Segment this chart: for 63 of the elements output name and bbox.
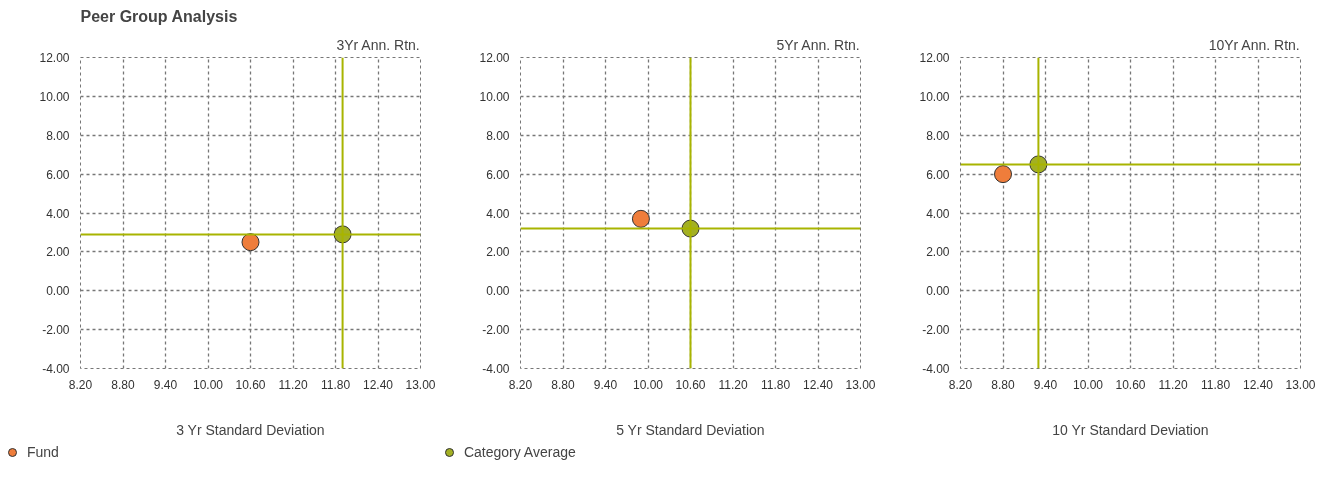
y-tick-label: 12.00 <box>919 51 950 65</box>
y-axis-title: 10Yr Ann. Rtn. <box>1208 36 1300 53</box>
x-tick-label: 11.80 <box>320 377 351 392</box>
x-axis-title: 5 Yr Standard Deviation <box>616 421 765 438</box>
x-tick-label: 10.00 <box>192 377 224 392</box>
legend-label: Category Average <box>463 444 576 460</box>
y-tick-label: 2.00 <box>46 245 70 260</box>
y-tick-label: 6.00 <box>486 167 510 182</box>
y-tick-label: 0.00 <box>926 284 950 299</box>
y-tick-label: 10.00 <box>479 89 510 104</box>
y-tick-label: -2.00 <box>922 323 950 338</box>
x-tick-label: 10.00 <box>1072 377 1104 392</box>
y-tick-label: 8.00 <box>486 128 510 143</box>
y-tick-label: 12.00 <box>39 51 70 65</box>
y-tick-label: 10.00 <box>919 89 950 104</box>
x-tick-label: 10.60 <box>1115 377 1146 392</box>
y-tick-label: -4.00 <box>482 362 510 376</box>
x-tick-label: 10.00 <box>632 377 664 392</box>
x-tick-label: 10.60 <box>675 377 706 392</box>
y-tick-label: 2.00 <box>926 245 950 260</box>
chart-title: Peer Group Analysis <box>80 7 238 25</box>
x-axis-title: 10 Yr Standard Deviation <box>1052 421 1209 438</box>
y-tick-label: -2.00 <box>42 323 70 338</box>
y-axis-title: 3Yr Ann. Rtn. <box>336 36 420 53</box>
y-tick-label: 4.00 <box>926 206 950 221</box>
y-tick-label: 10.00 <box>39 89 70 104</box>
x-tick-label: 13.00 <box>405 377 436 392</box>
x-tick-label: 12.40 <box>802 377 834 392</box>
y-tick-label: -4.00 <box>42 362 70 376</box>
y-tick-label: 8.00 <box>926 128 950 143</box>
x-tick-label: 8.80 <box>111 377 135 392</box>
x-tick-label: 10.60 <box>235 377 266 392</box>
y-tick-label: 4.00 <box>46 206 70 221</box>
x-tick-label: 12.40 <box>1242 377 1274 392</box>
y-tick-label: 0.00 <box>46 284 70 299</box>
y-axis-title: 5Yr Ann. Rtn. <box>776 36 860 53</box>
x-tick-label: 11.80 <box>1200 377 1231 392</box>
y-tick-label: 0.00 <box>486 284 510 299</box>
x-tick-label: 8.80 <box>991 377 1015 392</box>
x-tick-label: 9.40 <box>1033 377 1058 392</box>
y-tick-label: 6.00 <box>926 167 950 182</box>
x-tick-label: 11.20 <box>1158 377 1188 392</box>
x-tick-label: 13.00 <box>1285 377 1316 392</box>
x-tick-label: 8.20 <box>508 377 533 392</box>
x-tick-label: 11.20 <box>278 377 308 392</box>
x-tick-label: 12.40 <box>362 377 394 392</box>
x-tick-label: 13.00 <box>845 377 876 392</box>
x-tick-label: 8.80 <box>551 377 575 392</box>
x-tick-label: 8.20 <box>68 377 93 392</box>
y-tick-label: 8.00 <box>46 128 70 143</box>
y-tick-label: -2.00 <box>482 323 510 338</box>
x-tick-label: 11.20 <box>718 377 748 392</box>
x-tick-label: 8.20 <box>948 377 973 392</box>
x-tick-label: 9.40 <box>153 377 178 392</box>
x-tick-label: 9.40 <box>593 377 618 392</box>
y-tick-label: 4.00 <box>486 206 510 221</box>
y-tick-label: 6.00 <box>46 167 70 182</box>
x-axis-title: 3 Yr Standard Deviation <box>176 421 325 438</box>
x-tick-label: 11.80 <box>760 377 791 392</box>
y-tick-label: 12.00 <box>479 51 510 65</box>
y-tick-label: -4.00 <box>922 362 950 376</box>
legend-label: Fund <box>27 444 59 460</box>
y-tick-label: 2.00 <box>486 245 510 260</box>
